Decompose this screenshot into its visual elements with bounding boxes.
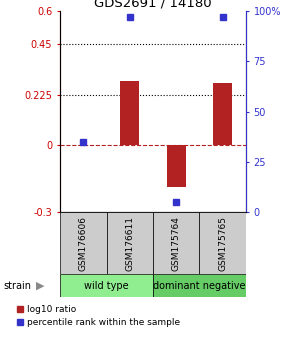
Text: ▶: ▶ <box>36 281 44 291</box>
Bar <box>153 274 246 297</box>
Text: dominant negative: dominant negative <box>153 281 246 291</box>
Text: GSM175764: GSM175764 <box>172 216 181 271</box>
Text: GSM175765: GSM175765 <box>218 216 227 271</box>
Title: GDS2691 / 14180: GDS2691 / 14180 <box>94 0 212 10</box>
Bar <box>153 212 200 274</box>
Bar <box>200 212 246 274</box>
Legend: log10 ratio, percentile rank within the sample: log10 ratio, percentile rank within the … <box>16 306 181 327</box>
Text: GSM176611: GSM176611 <box>125 216 134 271</box>
Bar <box>213 84 232 145</box>
Bar <box>167 145 185 187</box>
Bar <box>106 212 153 274</box>
Bar <box>120 81 139 145</box>
Text: strain: strain <box>3 281 31 291</box>
Bar <box>60 212 106 274</box>
Text: GSM176606: GSM176606 <box>79 216 88 271</box>
Bar <box>60 274 153 297</box>
Text: wild type: wild type <box>84 281 129 291</box>
